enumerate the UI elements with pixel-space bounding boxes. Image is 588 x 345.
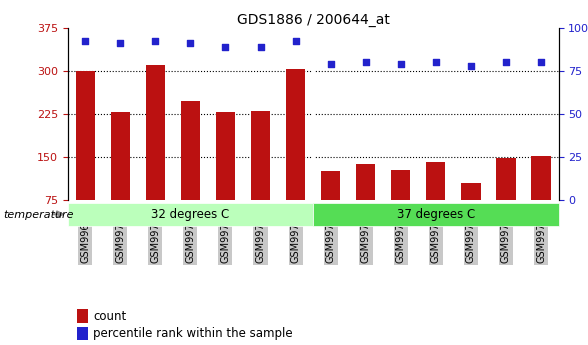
Point [502, 59, 511, 65]
Bar [426, 161, 446, 200]
Bar [216, 112, 235, 200]
Point [81, 39, 90, 44]
Point [466, 63, 476, 68]
Bar [532, 156, 551, 200]
Bar [68, 203, 313, 226]
Bar [356, 164, 375, 200]
Point [151, 39, 160, 44]
Text: temperature: temperature [3, 210, 74, 219]
Text: 37 degrees C: 37 degrees C [397, 208, 475, 221]
Bar [321, 171, 340, 200]
Bar [286, 69, 305, 200]
Point [220, 44, 230, 49]
Point [115, 40, 125, 46]
Point [326, 61, 335, 67]
Title: GDS1886 / 200644_at: GDS1886 / 200644_at [237, 12, 389, 27]
Bar [78, 327, 88, 340]
Text: percentile rank within the sample: percentile rank within the sample [93, 327, 293, 340]
Point [186, 40, 195, 46]
Bar [146, 65, 165, 200]
Bar [313, 203, 559, 226]
Point [431, 59, 440, 65]
Point [536, 59, 546, 65]
Bar [78, 309, 88, 323]
Text: count: count [93, 309, 126, 323]
Bar [251, 111, 270, 200]
Point [361, 59, 370, 65]
Point [291, 39, 300, 44]
Bar [75, 71, 95, 200]
Point [256, 44, 265, 49]
Bar [496, 158, 516, 200]
Bar [181, 101, 200, 200]
Point [396, 61, 406, 67]
Text: 32 degrees C: 32 degrees C [151, 208, 229, 221]
Bar [461, 183, 480, 200]
Bar [111, 112, 130, 200]
Bar [391, 170, 410, 200]
